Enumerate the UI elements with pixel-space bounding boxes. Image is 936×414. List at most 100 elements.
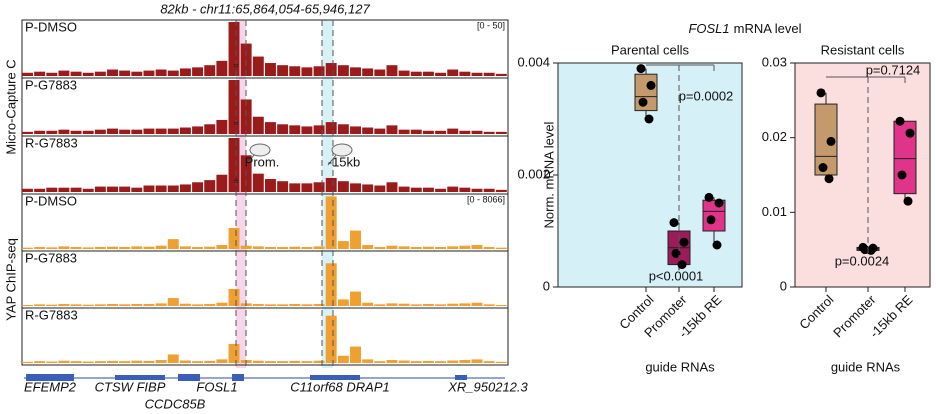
signal-bin xyxy=(179,127,191,134)
signal-bin xyxy=(216,302,228,306)
icon-pointer xyxy=(245,154,255,166)
annotation: -15kb xyxy=(328,154,361,169)
signal-bin xyxy=(82,304,94,306)
signal-bin xyxy=(46,130,58,134)
signal-bin xyxy=(228,22,240,76)
capture-icon xyxy=(331,143,353,157)
signal-bin xyxy=(107,246,118,249)
signal-bin xyxy=(119,129,131,134)
signal-bin xyxy=(192,126,204,134)
signal-bin xyxy=(410,361,422,363)
signal-bin xyxy=(350,67,361,76)
point xyxy=(903,196,913,206)
signal-bin xyxy=(459,187,471,192)
point xyxy=(644,114,654,124)
signal-bin xyxy=(119,304,131,306)
signal-bin xyxy=(362,127,374,134)
signal-bin xyxy=(301,126,313,134)
signal-bin xyxy=(337,124,349,134)
signal-bin xyxy=(447,360,459,363)
signal-bin xyxy=(435,188,447,192)
gene-label: C11orf68 DRAP1 xyxy=(290,379,389,394)
signal-bin xyxy=(435,304,447,306)
signal-bin xyxy=(155,360,167,363)
signal-bin xyxy=(167,239,179,249)
y-tick-label: 0.002 xyxy=(517,166,550,181)
point xyxy=(826,136,836,146)
point xyxy=(712,240,722,250)
signal-bin xyxy=(313,66,325,76)
signal-bin xyxy=(155,245,167,249)
signal-bin xyxy=(386,245,398,249)
signal-bin xyxy=(94,71,106,76)
signal-bin xyxy=(422,360,434,363)
signal-bin xyxy=(374,185,386,192)
signal-bin xyxy=(277,65,289,76)
signal-bin xyxy=(46,361,58,363)
signal-bin xyxy=(447,128,459,134)
x-label: guide RNAs xyxy=(831,359,901,374)
signal-bin xyxy=(82,130,94,134)
signal-bin xyxy=(119,70,131,76)
signal-bin xyxy=(82,361,94,363)
signal-bin xyxy=(82,72,94,76)
signal-bin xyxy=(70,247,82,249)
signal-bin xyxy=(167,185,179,192)
signal-bin xyxy=(398,246,410,249)
signal-bin xyxy=(410,187,422,192)
gene xyxy=(178,374,200,381)
signal-bin xyxy=(58,304,70,306)
signal-bin xyxy=(495,305,507,306)
signal-bin xyxy=(483,304,495,306)
signal-bin xyxy=(374,128,386,134)
signal-bin xyxy=(289,125,301,134)
signal-bin xyxy=(313,246,325,249)
signal-bin xyxy=(447,246,459,249)
gene-track xyxy=(24,374,505,381)
signal-bin xyxy=(325,263,337,306)
signal-bin xyxy=(228,80,240,134)
signal-bin xyxy=(107,186,118,192)
signal-bin xyxy=(204,180,216,192)
signal-bin xyxy=(337,299,349,306)
signal-bin xyxy=(155,185,167,192)
signal-bin xyxy=(34,361,46,363)
point xyxy=(677,260,687,270)
signal-bin xyxy=(325,196,337,249)
y-tick-label: 0.004 xyxy=(517,54,550,69)
signal-bin xyxy=(374,69,386,76)
signal-bin xyxy=(143,70,155,76)
point xyxy=(679,237,689,247)
signal-bin xyxy=(228,343,240,363)
point xyxy=(816,88,826,98)
signal-bin xyxy=(483,131,495,134)
gene-label: XR_950212.3 xyxy=(447,379,528,394)
gene xyxy=(115,375,165,380)
signal-bin xyxy=(277,247,289,249)
signal-bin xyxy=(131,187,143,192)
signal-bin xyxy=(143,304,155,306)
signal-bin xyxy=(58,360,70,363)
signal-bin xyxy=(435,130,447,134)
signal-bin xyxy=(422,130,434,134)
signal-bin xyxy=(179,246,191,249)
signal-bin xyxy=(277,304,289,306)
signal-bin xyxy=(289,360,301,363)
signal-bin xyxy=(192,182,204,192)
signal-bin xyxy=(471,130,483,134)
signal-bin xyxy=(179,360,191,363)
signal-bin xyxy=(350,291,361,306)
signal-bin xyxy=(495,131,507,134)
signal-bin xyxy=(459,130,471,134)
signal-bin xyxy=(374,361,386,363)
gene-label: FOSL1 xyxy=(196,379,237,394)
signal-bin xyxy=(410,71,422,76)
signal-bin xyxy=(495,361,507,363)
signal-bin xyxy=(495,247,507,249)
signal-bin xyxy=(422,187,434,192)
x-label: guide RNAs xyxy=(645,359,715,374)
signal-bin xyxy=(155,303,167,306)
signal-bin xyxy=(289,183,301,192)
signal-bin xyxy=(289,246,301,249)
point xyxy=(818,163,828,173)
